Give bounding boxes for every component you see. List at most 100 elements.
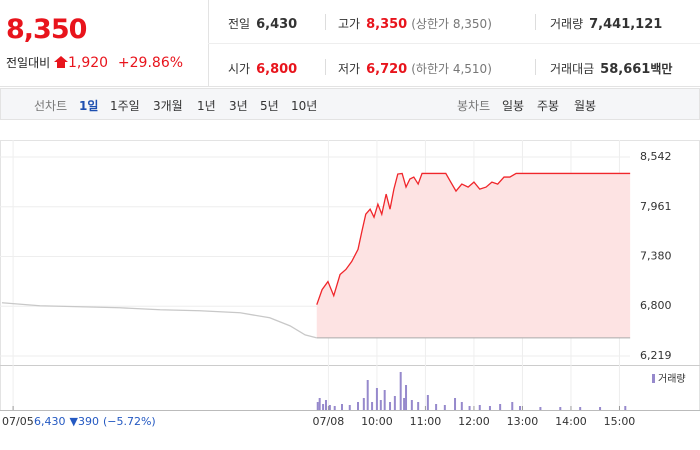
tab-group-label: 봉차트 bbox=[457, 99, 491, 113]
stat: 저가 6,720 (하한가 4,510) bbox=[338, 60, 492, 77]
chart: 6,219 6,800 7,380 7,961 8,542 07/05 07/08 10:00… bbox=[0, 140, 700, 428]
change-label: 전일대비 bbox=[6, 56, 51, 70]
stat-label: 저가 bbox=[338, 62, 361, 76]
stat-unit: 백만 bbox=[650, 62, 673, 76]
tab-bar: 선차트 1일 1주일 3개월 1년 3년 5년 10년 봉차트 일봉 주봉 월봉 bbox=[0, 88, 700, 120]
price: 8,350 bbox=[6, 14, 87, 45]
line bbox=[1, 302, 317, 339]
volume-bar bbox=[499, 404, 502, 410]
volume-bar bbox=[454, 398, 457, 410]
stat: 전일 6,430 bbox=[228, 15, 297, 32]
volume-bar bbox=[389, 402, 392, 410]
change-value: 1,920 bbox=[68, 55, 109, 71]
volume-bar bbox=[379, 400, 382, 410]
volume-bar bbox=[405, 385, 408, 410]
tab[interactable]: 1주일 bbox=[110, 99, 140, 113]
change-pct: +29.86% bbox=[117, 55, 184, 71]
volume-bar bbox=[322, 404, 325, 410]
stat-label: 전일 bbox=[228, 17, 251, 31]
tab[interactable]: 일봉 bbox=[502, 99, 525, 113]
volume-bar bbox=[559, 407, 562, 410]
y-tick-label: 7,961 bbox=[640, 200, 672, 213]
tab[interactable]: 10년 bbox=[291, 99, 318, 113]
stat-label: 거래량 bbox=[550, 17, 584, 31]
price-box: 8,350 전일대비 1,920 +29.86% bbox=[0, 0, 209, 86]
stat-value: 7,441,121 bbox=[589, 17, 663, 32]
stat-value: 8,350 bbox=[366, 17, 408, 32]
volume-bar bbox=[324, 400, 327, 410]
prev-day-close: 6,430 bbox=[34, 415, 66, 428]
volume-bar bbox=[488, 406, 491, 410]
x-tick-label: 11:00 bbox=[410, 415, 442, 428]
y-tick-label: 8,542 bbox=[640, 150, 672, 163]
x-tick-label: 12:00 bbox=[458, 415, 490, 428]
volume-bar bbox=[366, 380, 369, 410]
prev-day-change: ▼390 bbox=[70, 415, 99, 428]
tab[interactable]: 1일 bbox=[79, 99, 99, 113]
stat: 거래량 7,441,121 bbox=[550, 15, 662, 32]
tab[interactable]: 1년 bbox=[197, 99, 216, 113]
stat-label: 시가 bbox=[228, 62, 251, 76]
x-tick-label: 10:00 bbox=[361, 415, 393, 428]
tab[interactable]: 3년 bbox=[229, 99, 248, 113]
stat-note: (상한가 8,350) bbox=[411, 17, 492, 31]
prev-day-change-pct: (−5.72%) bbox=[103, 415, 156, 428]
up-icon bbox=[54, 56, 68, 68]
volume-bar bbox=[417, 402, 420, 410]
stat-value: 6,800 bbox=[256, 62, 298, 77]
stat-value: 58,661 bbox=[600, 62, 651, 77]
header: 8,350 전일대비 1,920 +29.86% 전일 6,430 고가 8,350… bbox=[0, 0, 700, 87]
volume-bar bbox=[333, 406, 336, 410]
volume-bar bbox=[468, 406, 471, 410]
volume-bar bbox=[371, 402, 374, 410]
tab[interactable]: 주봉 bbox=[537, 99, 560, 113]
volume-bar bbox=[599, 407, 602, 410]
x-tick-label: 07/05 bbox=[2, 415, 34, 428]
volume-bar bbox=[393, 396, 396, 410]
volume-bar bbox=[318, 398, 321, 410]
stat: 고가 8,350 (상한가 8,350) bbox=[338, 15, 492, 32]
separator bbox=[535, 14, 536, 30]
prev-day-info: 6,430 ▼390 (−5.72%) bbox=[34, 415, 156, 428]
volume-bar bbox=[383, 390, 386, 410]
volume-bar bbox=[624, 406, 627, 410]
stat-note: (하한가 4,510) bbox=[411, 62, 492, 76]
volume-bar bbox=[403, 398, 406, 410]
tab-group-label: 선차트 bbox=[34, 99, 68, 113]
separator bbox=[325, 59, 326, 75]
x-tick-label: 07/08 bbox=[313, 415, 345, 428]
volume-bar bbox=[399, 372, 402, 410]
volume-bar bbox=[519, 406, 522, 410]
y-tick-label: 6,219 bbox=[640, 349, 672, 362]
stat-label: 거래대금 bbox=[550, 62, 595, 76]
stat-value: 6,430 bbox=[256, 17, 298, 32]
volume-bar bbox=[348, 405, 351, 410]
volume-bar bbox=[579, 407, 582, 410]
area bbox=[316, 173, 631, 338]
volume-bar bbox=[443, 405, 446, 410]
volume-bar bbox=[478, 405, 481, 410]
x-tick-label: 13:00 bbox=[507, 415, 539, 428]
volume-bar bbox=[328, 405, 331, 410]
stat: 시가 6,800 bbox=[228, 60, 297, 77]
volume-bar bbox=[511, 402, 514, 410]
stat-value: 6,720 bbox=[366, 62, 408, 77]
tab[interactable]: 5년 bbox=[260, 99, 279, 113]
volume-bar bbox=[316, 402, 319, 410]
volume-bar bbox=[426, 395, 429, 410]
volume-bar bbox=[410, 400, 413, 410]
volume-bar bbox=[357, 402, 360, 410]
stat-label: 고가 bbox=[338, 17, 361, 31]
volume-bar bbox=[362, 398, 365, 410]
volume-bar bbox=[435, 404, 438, 410]
volume-bar bbox=[340, 404, 343, 410]
legend-swatch bbox=[652, 374, 655, 383]
y-tick-label: 6,800 bbox=[640, 299, 672, 312]
line bbox=[316, 172, 631, 305]
volume-bar bbox=[375, 388, 378, 410]
separator bbox=[535, 59, 536, 75]
tab[interactable]: 월봉 bbox=[574, 99, 597, 113]
tab[interactable]: 3개월 bbox=[153, 99, 183, 113]
y-tick-label: 7,380 bbox=[640, 250, 672, 263]
x-tick-label: 14:00 bbox=[555, 415, 587, 428]
